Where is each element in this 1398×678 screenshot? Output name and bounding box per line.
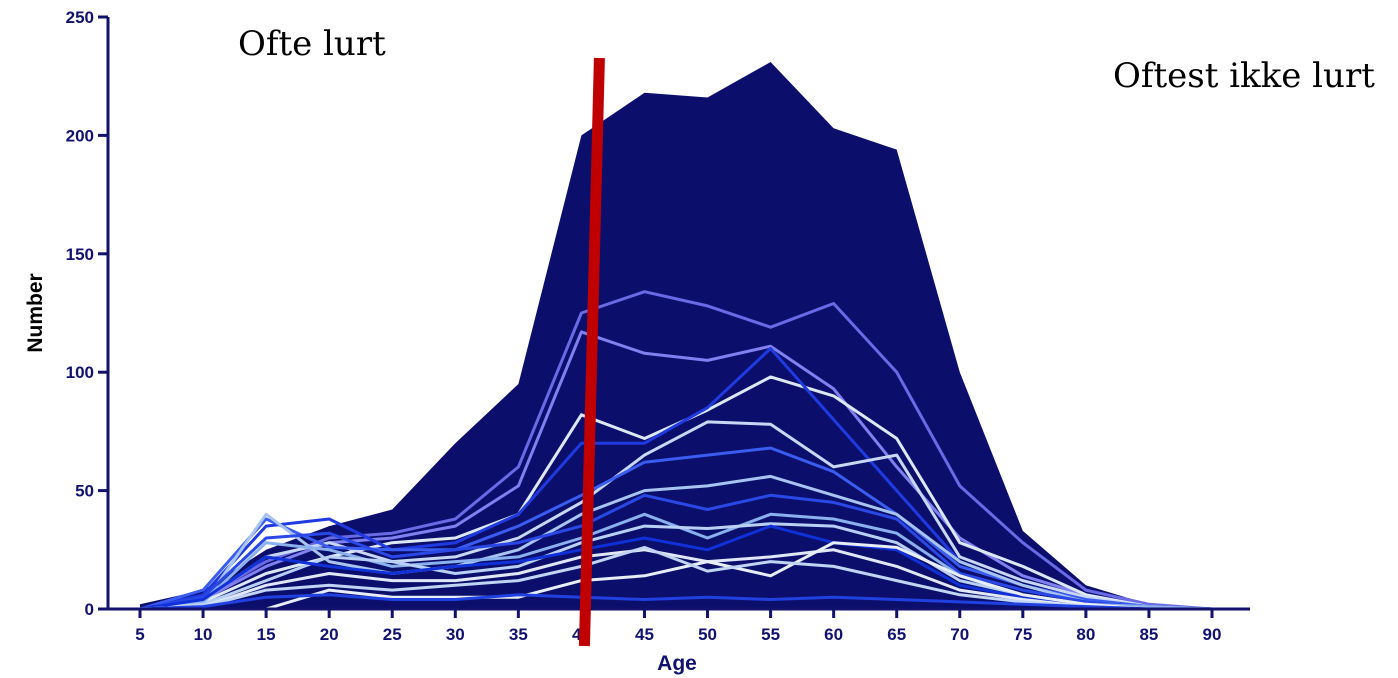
x-tick-label-20: 20 [320,625,339,644]
marker-layer [578,57,605,647]
annotation-right: Oftest ikke lurt [1113,56,1375,96]
annotation-left: Ofte lurt [238,24,386,64]
y-tick-label-200: 200 [66,126,94,145]
area-layer [140,62,1212,609]
y-tick-label-0: 0 [85,600,94,619]
x-tick-label-55: 55 [761,625,780,644]
x-tick-label-35: 35 [509,625,528,644]
series-line-15 [138,593,1214,611]
x-tick-label-75: 75 [1013,625,1032,644]
series-line-7 [138,474,1214,611]
series-area-0 [140,62,1212,609]
y-axis-title: Number [24,273,47,352]
x-axis-title: Age [657,652,697,675]
tick-labels: 0501001502002505101520253035404550556065… [66,8,1222,644]
axes [98,15,1250,618]
threshold-marker-line [578,57,605,647]
series-line-12 [138,548,1214,611]
x-tick-label-80: 80 [1076,625,1095,644]
x-tick-label-65: 65 [887,625,906,644]
x-tick-label-30: 30 [446,625,465,644]
x-tick-label-5: 5 [135,625,144,644]
x-tick-label-45: 45 [635,625,654,644]
y-tick-label-100: 100 [66,363,94,382]
y-tick-label-50: 50 [75,482,94,501]
x-tick-label-85: 85 [1139,625,1158,644]
series-line-5 [138,420,1214,611]
series-line-8 [138,493,1214,611]
x-tick-label-10: 10 [194,625,213,644]
series-line-14 [138,545,1214,611]
x-tick-label-70: 70 [950,625,969,644]
y-tick-label-150: 150 [66,245,94,264]
x-tick-label-60: 60 [824,625,843,644]
x-tick-label-90: 90 [1203,625,1222,644]
x-tick-label-50: 50 [698,625,717,644]
x-tick-label-15: 15 [257,625,276,644]
series-line-11 [138,524,1214,611]
y-tick-label-250: 250 [66,8,94,27]
series-lines [138,290,1214,611]
series-line-13 [138,541,1214,611]
x-tick-label-25: 25 [383,625,402,644]
series-line-2 [138,330,1214,611]
